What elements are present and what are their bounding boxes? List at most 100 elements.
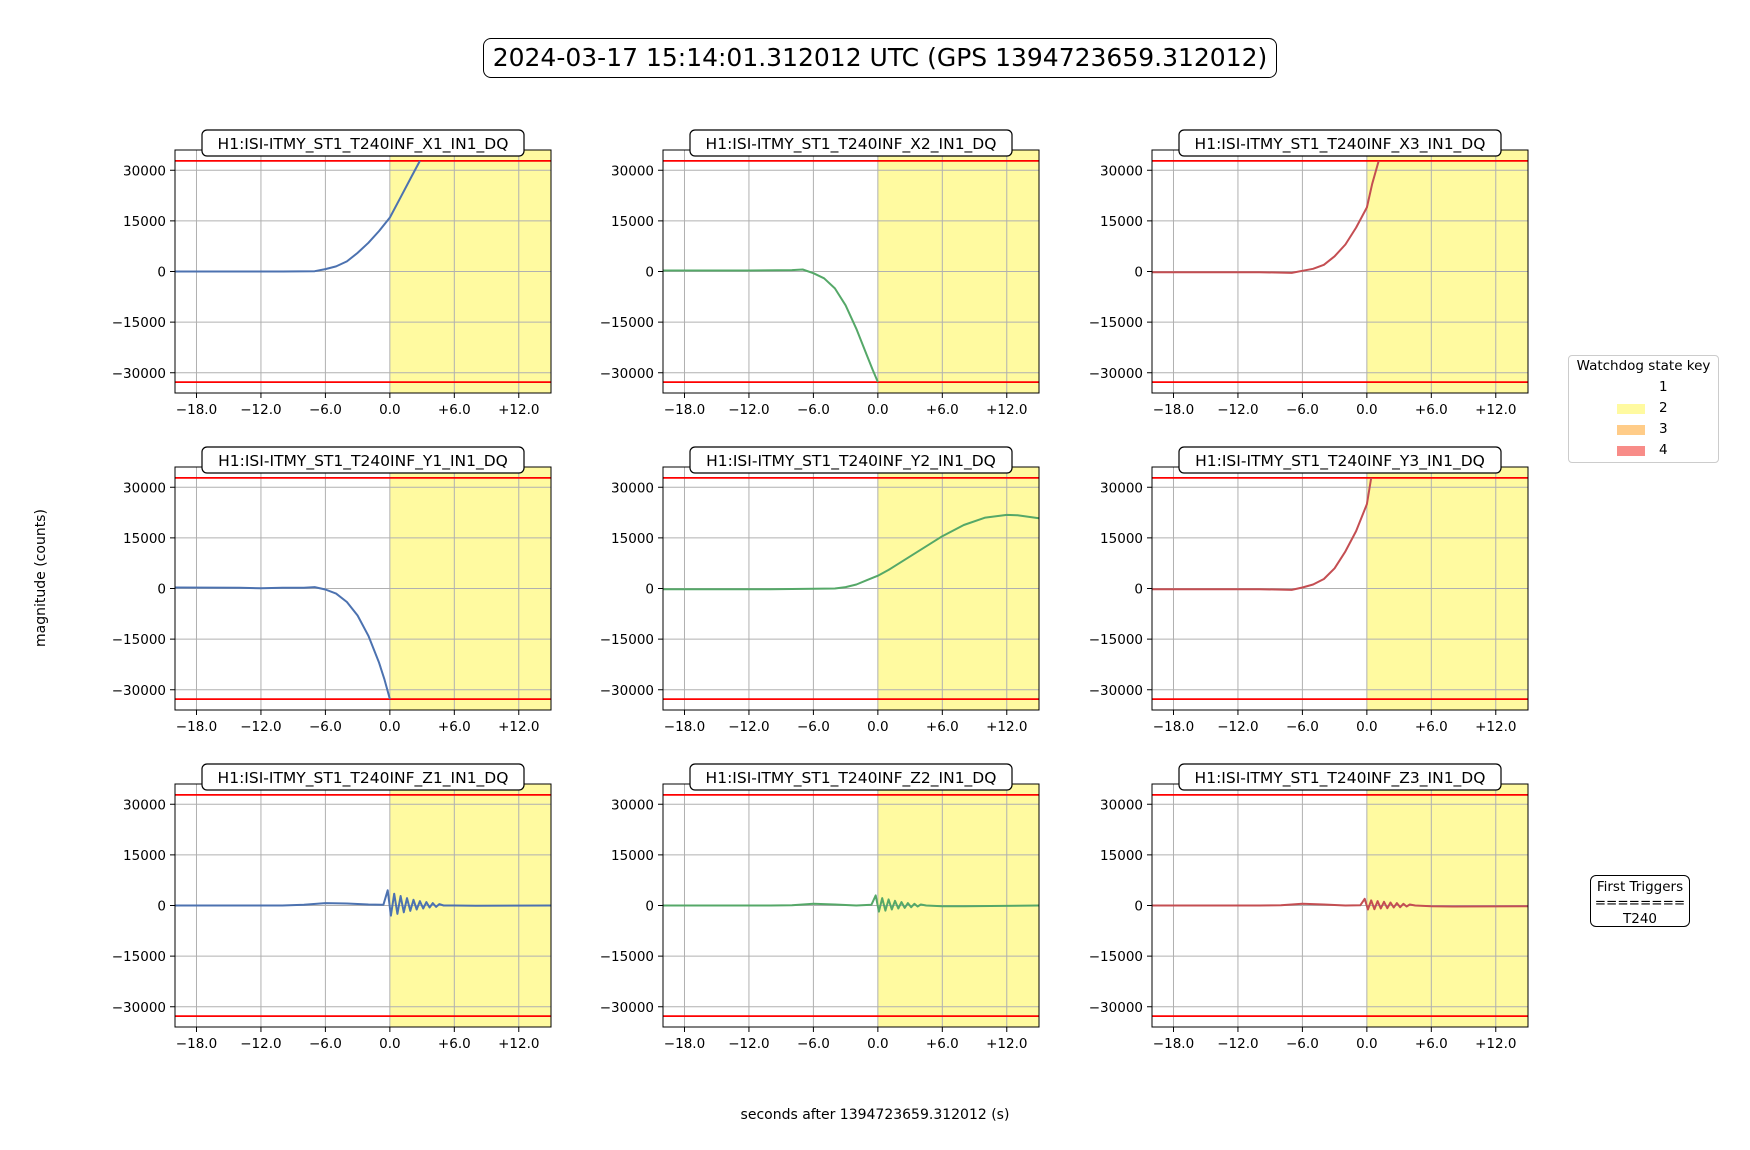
y-tick-label: 0 xyxy=(157,265,166,281)
subplot: −18.0 −12.0 −6.0 0.0 +6.0 +12.0 30000 15000 0 −15… xyxy=(600,763,1040,1052)
y-tick-label: 30000 xyxy=(611,797,654,813)
subplot: −18.0 −12.0 −6.0 0.0 +6.0 +12.0 30000 15000 0 −15… xyxy=(112,129,552,418)
x-tick-label: −12.0 xyxy=(1217,402,1258,418)
series-line xyxy=(175,586,391,700)
x-tick-label: −18.0 xyxy=(664,1036,705,1052)
x-tick-label: +6.0 xyxy=(438,402,471,418)
y-tick-label: 15000 xyxy=(1100,531,1143,547)
subplot-title-box xyxy=(201,446,525,474)
x-tick-label: −18.0 xyxy=(176,719,217,735)
y-tick-label: −15000 xyxy=(1089,949,1143,965)
x-tick-label: +6.0 xyxy=(926,719,959,735)
subplot-title-box xyxy=(689,446,1013,474)
subplot-title-box xyxy=(1178,446,1502,474)
y-tick-label: 30000 xyxy=(611,163,654,179)
y-tick-label: 0 xyxy=(157,899,166,915)
subplot-title-box xyxy=(689,129,1013,157)
subplot: −18.0 −12.0 −6.0 0.0 +6.0 +12.0 30000 15000 0 −15… xyxy=(1089,129,1529,418)
legend-label: 3 xyxy=(1659,421,1668,437)
x-tick-label: −6.0 xyxy=(309,1036,342,1052)
x-tick-label: +12.0 xyxy=(1475,1036,1516,1052)
x-tick-label: +12.0 xyxy=(986,402,1027,418)
x-tick-label: +6.0 xyxy=(438,719,471,735)
x-tick-label: −12.0 xyxy=(240,402,281,418)
series-line xyxy=(663,268,879,383)
y-tick-label: −30000 xyxy=(1089,366,1143,382)
y-tick-label: 0 xyxy=(157,582,166,598)
x-tick-label: +12.0 xyxy=(498,719,539,735)
y-tick-label: 30000 xyxy=(123,480,166,496)
watchdog-legend: Watchdog state key 1 2 3 4 xyxy=(1568,355,1719,463)
x-tick-label: 0.0 xyxy=(867,719,888,735)
legend-swatch xyxy=(1617,446,1645,456)
y-tick-label: 0 xyxy=(1134,265,1143,281)
series-line xyxy=(663,513,1039,591)
y-tick-label: −15000 xyxy=(112,949,166,965)
x-tick-label: 0.0 xyxy=(379,719,400,735)
y-tick-label: 15000 xyxy=(123,214,166,230)
x-tick-label: −18.0 xyxy=(664,719,705,735)
x-tick-label: −6.0 xyxy=(797,402,830,418)
legend-label: 2 xyxy=(1659,400,1668,416)
subplot: −18.0 −12.0 −6.0 0.0 +6.0 +12.0 30000 15000 0 −15… xyxy=(600,446,1040,735)
y-tick-label: −30000 xyxy=(112,683,166,699)
series-line xyxy=(175,889,551,917)
y-tick-label: 15000 xyxy=(123,848,166,864)
y-tick-label: 30000 xyxy=(1100,163,1143,179)
y-tick-label: 30000 xyxy=(123,797,166,813)
y-tick-label: −15000 xyxy=(112,632,166,648)
y-tick-label: 30000 xyxy=(1100,480,1143,496)
subplot: −18.0 −12.0 −6.0 0.0 +6.0 +12.0 30000 15000 0 −15… xyxy=(1089,446,1529,735)
subplot-title: H1:ISI-ITMY_ST1_T240INF_X2_IN1_DQ xyxy=(706,135,997,154)
y-tick-label: −15000 xyxy=(600,632,654,648)
x-tick-label: −6.0 xyxy=(797,719,830,735)
x-tick-label: +6.0 xyxy=(1415,1036,1448,1052)
x-tick-label: 0.0 xyxy=(379,1036,400,1052)
x-tick-label: 0.0 xyxy=(379,402,400,418)
x-tick-label: +6.0 xyxy=(438,1036,471,1052)
y-tick-label: −15000 xyxy=(1089,315,1143,331)
first-triggers-box: First Triggers ======== T240 xyxy=(1590,875,1690,927)
triggers-title: First Triggers xyxy=(1596,879,1684,895)
x-tick-label: −12.0 xyxy=(728,1036,769,1052)
y-tick-label: 30000 xyxy=(611,480,654,496)
x-tick-label: −12.0 xyxy=(728,719,769,735)
x-tick-label: −6.0 xyxy=(1286,402,1319,418)
x-tick-label: +6.0 xyxy=(1415,402,1448,418)
x-tick-label: +12.0 xyxy=(1475,402,1516,418)
x-tick-label: −12.0 xyxy=(1217,719,1258,735)
y-tick-label: 15000 xyxy=(611,214,654,230)
y-tick-label: 0 xyxy=(645,265,654,281)
x-tick-label: +12.0 xyxy=(986,1036,1027,1052)
x-tick-label: −12.0 xyxy=(1217,1036,1258,1052)
subplot-title-box xyxy=(1178,129,1502,157)
subplot-title: H1:ISI-ITMY_ST1_T240INF_X1_IN1_DQ xyxy=(218,135,509,154)
y-tick-label: 15000 xyxy=(1100,848,1143,864)
y-tick-label: 30000 xyxy=(123,163,166,179)
x-tick-label: +12.0 xyxy=(498,1036,539,1052)
x-tick-label: −6.0 xyxy=(797,1036,830,1052)
series-line xyxy=(663,894,1039,913)
figure-title: 2024-03-17 15:14:01.312012 UTC (GPS 1394… xyxy=(483,38,1277,78)
x-tick-label: 0.0 xyxy=(1356,402,1377,418)
x-tick-label: −12.0 xyxy=(728,402,769,418)
x-tick-label: +6.0 xyxy=(926,1036,959,1052)
y-tick-label: 0 xyxy=(645,899,654,915)
y-tick-label: −30000 xyxy=(112,1000,166,1016)
x-tick-label: −6.0 xyxy=(309,402,342,418)
subplot-title: H1:ISI-ITMY_ST1_T240INF_Y2_IN1_DQ xyxy=(706,452,996,471)
series-line xyxy=(1152,477,1373,591)
x-tick-label: −18.0 xyxy=(1153,719,1194,735)
x-tick-label: −12.0 xyxy=(240,1036,281,1052)
x-tick-label: +12.0 xyxy=(498,402,539,418)
legend-swatch xyxy=(1617,425,1645,435)
x-tick-label: 0.0 xyxy=(1356,719,1377,735)
legend-label: 4 xyxy=(1659,442,1668,458)
y-tick-label: −30000 xyxy=(112,366,166,382)
subplot-title: H1:ISI-ITMY_ST1_T240INF_Y3_IN1_DQ xyxy=(1195,452,1485,471)
x-tick-label: −18.0 xyxy=(176,1036,217,1052)
y-tick-label: −30000 xyxy=(600,1000,654,1016)
x-tick-label: −6.0 xyxy=(309,719,342,735)
x-tick-label: −18.0 xyxy=(1153,1036,1194,1052)
